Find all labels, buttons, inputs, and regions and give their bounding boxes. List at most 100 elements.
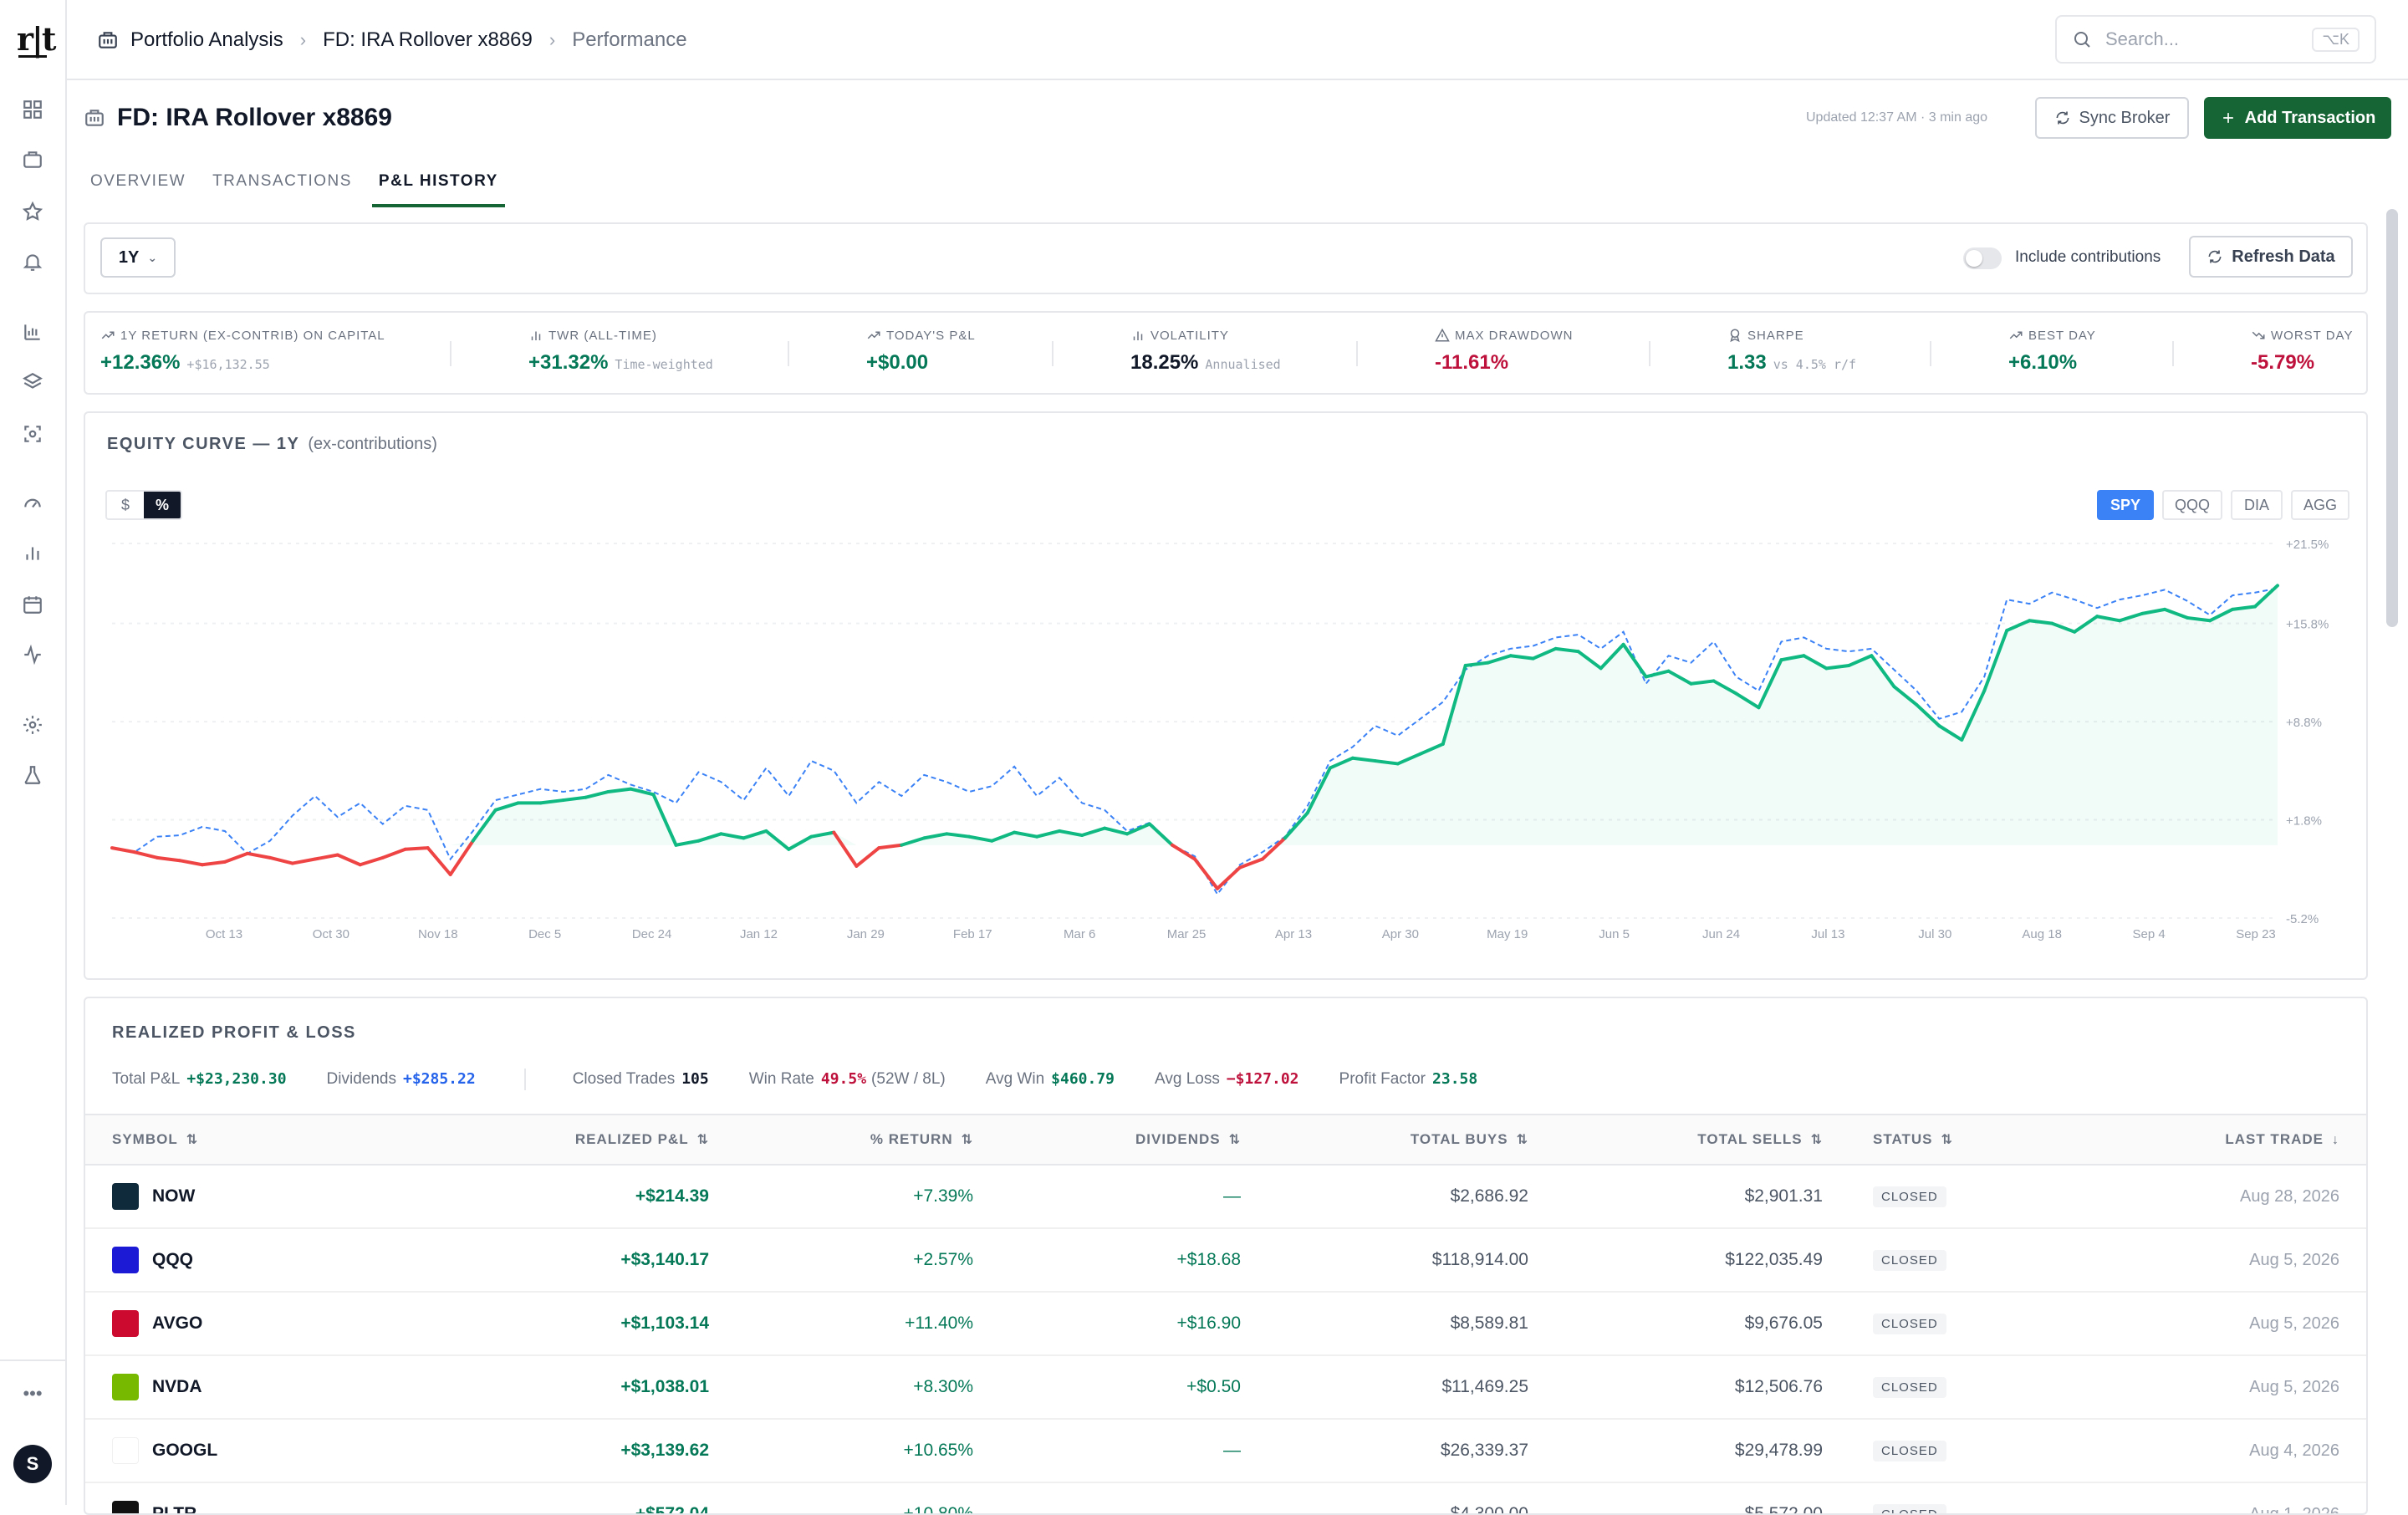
search-input[interactable]: Search... ⌥K	[2055, 15, 2376, 64]
cell-total-sells: $2,901.31	[1528, 1165, 1823, 1229]
status-badge: CLOSED	[1873, 1314, 1946, 1334]
x-tick-label: Oct 30	[313, 927, 349, 941]
settings-icon[interactable]	[20, 712, 45, 737]
col-symbol[interactable]: SYMBOL ⇅	[85, 1114, 361, 1166]
benchmark-spy-button[interactable]: SPY	[2097, 490, 2154, 520]
stat-value: +$285.22	[402, 1070, 476, 1088]
metrics-panel: 1Y RETURN (EX-CONTRIB) ON CAPITAL +12.36…	[84, 311, 2368, 395]
briefcase-icon[interactable]	[20, 147, 45, 172]
equity-chart[interactable]: +21.5% +15.8% +8.8% +1.8% -5.2% Oct 13 Oct 30 N…	[85, 413, 2366, 978]
cell-return: +7.39%	[709, 1165, 973, 1229]
table-row[interactable]: QQQ +$3,140.17 +2.57% +$18.68 $118,914.0…	[85, 1228, 2366, 1293]
activity-icon[interactable]	[20, 642, 45, 667]
tab-transactions[interactable]: TRANSACTIONS	[212, 172, 352, 190]
unit-percent-button[interactable]: %	[144, 492, 181, 518]
col-status[interactable]: STATUS ⇅	[1823, 1114, 2074, 1166]
stat-label: Dividends	[326, 1070, 396, 1088]
x-tick-label: Jun 5	[1599, 927, 1630, 941]
page-scrollbar[interactable]	[2386, 209, 2398, 627]
bar-chart-icon[interactable]	[20, 540, 45, 565]
range-select[interactable]: 1Y ⌄	[100, 237, 176, 278]
table-row[interactable]: GOOGL +$3,139.62 +10.65% — $26,339.37 $2…	[85, 1419, 2366, 1483]
breadcrumb-account[interactable]: FD: IRA Rollover x8869	[323, 28, 533, 51]
portfolio-line-segment	[1395, 752, 1422, 766]
cell-symbol[interactable]: GOOGL	[85, 1419, 361, 1483]
cell-symbol[interactable]: PLTR	[85, 1482, 361, 1513]
cell-symbol[interactable]: NOW	[85, 1165, 361, 1229]
x-tick-label: Jan 29	[847, 927, 885, 941]
cell-symbol[interactable]: AVGO	[85, 1292, 361, 1356]
portfolio-line-segment	[1080, 826, 1107, 838]
cell-total-sells: $29,478.99	[1528, 1419, 1823, 1483]
cell-symbol[interactable]: QQQ	[85, 1228, 361, 1293]
symbol-text: NVDA	[152, 1377, 202, 1396]
cell-symbol[interactable]: NVDA	[85, 1355, 361, 1420]
avatar[interactable]: S	[13, 1445, 52, 1483]
cell-total-sells: $122,035.49	[1528, 1228, 1823, 1293]
logo-underline	[18, 55, 47, 58]
benchmark-agg-button[interactable]: AGG	[2291, 490, 2349, 520]
sort-icon: ⇅	[186, 1133, 199, 1147]
cell-status: CLOSED	[1823, 1292, 2074, 1356]
flask-icon[interactable]	[20, 763, 45, 788]
chart-bar-icon[interactable]	[20, 319, 45, 344]
trend-up-icon	[2009, 331, 2023, 339]
portfolio-line-segment	[200, 860, 227, 867]
benchmark-dia-button[interactable]: DIA	[2231, 490, 2283, 520]
star-icon[interactable]	[20, 199, 45, 224]
portfolio-area	[112, 585, 2278, 845]
realized-pl-title: REALIZED PROFIT & LOSS	[112, 1023, 356, 1042]
x-tick-label: Mar 25	[1167, 927, 1207, 941]
metric-label: WORST DAY	[2271, 328, 2354, 343]
status-badge: CLOSED	[1873, 1504, 1946, 1513]
col-dividends[interactable]: DIVIDENDS ⇅	[973, 1114, 1241, 1166]
sync-broker-button[interactable]: Sync Broker	[2035, 97, 2189, 139]
portfolio-line-segment	[855, 846, 881, 868]
portfolio-line-segment	[2050, 621, 2077, 634]
benchmark-qqq-button[interactable]: QQQ	[2162, 490, 2222, 520]
col-last-trade[interactable]: LAST TRADE ↓	[2074, 1114, 2366, 1166]
bell-icon[interactable]	[20, 249, 45, 274]
more-icon[interactable]: •••	[23, 1383, 43, 1404]
scan-icon[interactable]	[20, 421, 45, 446]
portfolio-line-segment	[403, 846, 430, 851]
warning-icon	[1435, 328, 1450, 342]
app-logo[interactable]: r|t	[17, 20, 56, 58]
portfolio-line-segment	[268, 855, 294, 865]
sort-icon: ⇅	[961, 1133, 973, 1147]
include-contributions-toggle[interactable]	[1963, 247, 2002, 269]
add-transaction-button[interactable]: Add Transaction	[2204, 97, 2391, 139]
tab-overview[interactable]: OVERVIEW	[90, 172, 186, 190]
dashboard-icon[interactable]	[20, 97, 45, 122]
x-tick-label: Apr 13	[1275, 927, 1312, 941]
cell-total-buys: $8,589.81	[1241, 1292, 1528, 1356]
cell-last-trade: Aug 5, 2026	[2074, 1355, 2366, 1420]
portfolio-line-segment	[1171, 843, 1196, 861]
realized-stats: Total P&L +$23,230.30 Dividends +$285.22 C…	[112, 1069, 1518, 1090]
table-row[interactable]: PLTR +$572.04 +10.80% — $4,300.00 $5,572…	[85, 1482, 2366, 1513]
col-total-sells[interactable]: TOTAL SELLS ⇅	[1528, 1114, 1823, 1166]
cell-return: +2.57%	[709, 1228, 973, 1293]
col-realized-pl[interactable]: REALIZED P&L ⇅	[361, 1114, 709, 1166]
stat-value: 23.58	[1432, 1070, 1478, 1088]
col-return[interactable]: % RETURN ⇅	[709, 1114, 973, 1166]
table-row[interactable]: NOW +$214.39 +7.39% — $2,686.92 $2,901.3…	[85, 1165, 2366, 1229]
breadcrumb-portfolio[interactable]: Portfolio Analysis	[130, 28, 283, 51]
stat-detail: (52W / 8L)	[871, 1070, 946, 1088]
refresh-data-button[interactable]: Refresh Data	[2189, 236, 2353, 278]
gauge-icon[interactable]	[20, 490, 45, 515]
symbol-text: NOW	[152, 1186, 196, 1206]
unit-dollar-button[interactable]: $	[120, 496, 130, 513]
table-row[interactable]: AVGO +$1,103.14 +11.40% +$16.90 $8,589.8…	[85, 1292, 2366, 1356]
col-total-buys[interactable]: TOTAL BUYS ⇅	[1241, 1114, 1528, 1166]
x-tick-label: Dec 5	[528, 927, 561, 941]
calendar-icon[interactable]	[20, 592, 45, 617]
stat-label: Total P&L	[112, 1070, 181, 1088]
metric-twr: TWR (ALL-TIME) +31.32% Time-weighted	[528, 328, 713, 375]
metric-sub: +$16,132.55	[186, 357, 270, 372]
metric-label: MAX DRAWDOWN	[1455, 328, 1574, 343]
layers-icon[interactable]	[20, 370, 45, 395]
tab-pl-history[interactable]: P&L HISTORY	[371, 164, 505, 207]
table-row[interactable]: NVDA +$1,038.01 +8.30% +$0.50 $11,469.25…	[85, 1355, 2366, 1420]
stat-avg-loss: Avg Loss −$127.02	[1155, 1070, 1299, 1089]
